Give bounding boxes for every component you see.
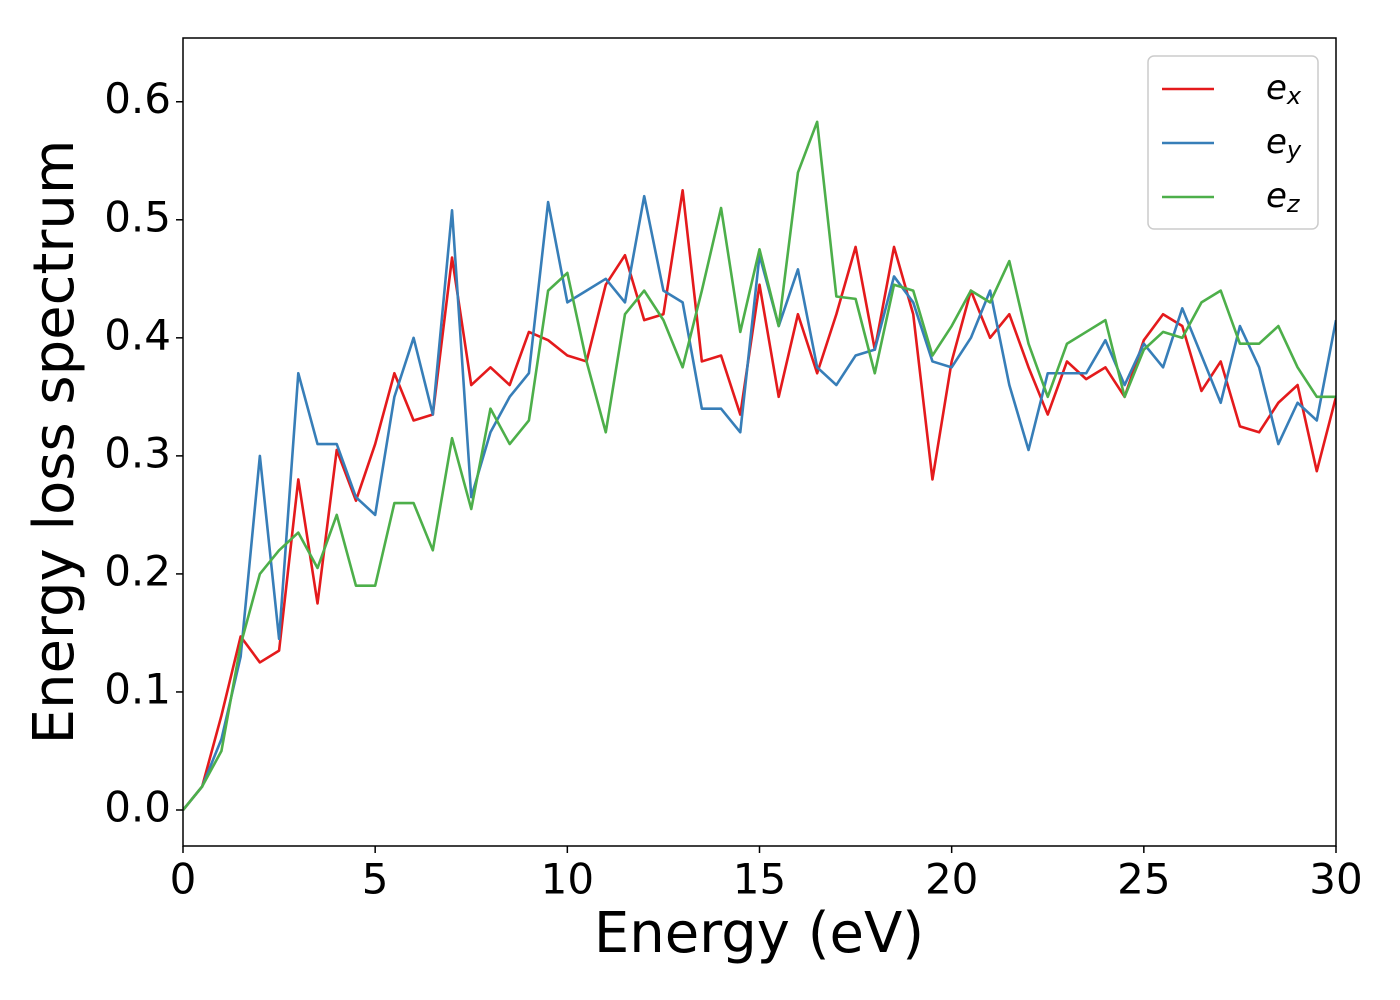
legend-label: ez — [1266, 176, 1301, 219]
y-tick-label: 0.3 — [104, 428, 171, 477]
legend-label: ex — [1266, 68, 1302, 111]
legend-subscript: x — [1286, 82, 1302, 110]
y-tick-label: 0.0 — [104, 782, 171, 831]
legend-name: e — [1266, 176, 1287, 216]
x-tick-label: 30 — [1309, 855, 1362, 904]
series-line — [183, 194, 1336, 811]
x-tick-label: 15 — [733, 855, 786, 904]
series-line — [183, 188, 1336, 811]
x-axis-label: Energy (eV) — [594, 901, 924, 966]
y-tick-label: 0.5 — [104, 192, 171, 241]
legend-box — [1147, 55, 1319, 230]
y-tick-label: 0.4 — [104, 310, 171, 359]
legend-subscript: y — [1286, 136, 1302, 164]
plot-frame — [182, 37, 1337, 847]
y-tick-label: 0.2 — [104, 546, 171, 595]
y-tick-label: 0.6 — [104, 74, 171, 123]
legend-name: e — [1266, 68, 1287, 108]
legend-subscript: z — [1286, 190, 1301, 218]
x-tick-label: 25 — [1117, 855, 1170, 904]
x-tick-label: 20 — [925, 855, 978, 904]
legend-label: ey — [1266, 122, 1302, 165]
x-tick-label: 10 — [541, 855, 594, 904]
series-line — [183, 120, 1336, 811]
x-tick-label: 5 — [362, 855, 389, 904]
y-axis-label: Energy loss spectrum — [22, 140, 87, 745]
y-tick-label: 0.1 — [104, 664, 171, 713]
legend-name: e — [1266, 122, 1287, 162]
x-tick-label: 0 — [170, 855, 197, 904]
